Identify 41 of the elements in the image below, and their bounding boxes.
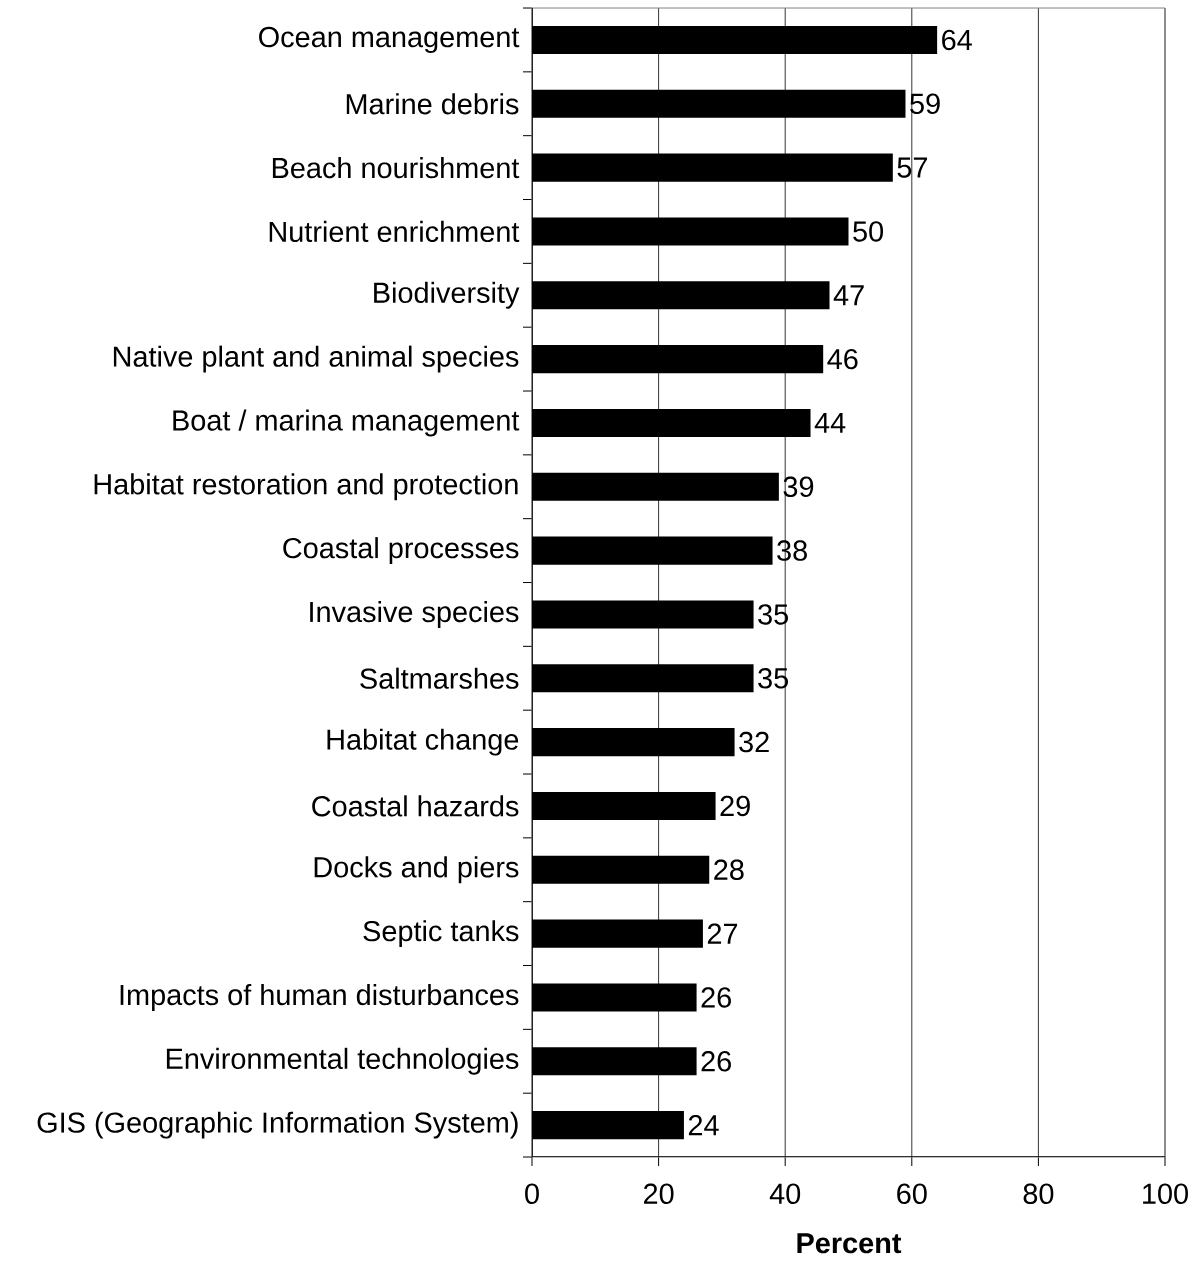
x-tick-label: 60: [897, 1183, 927, 1204]
data-label: 27: [707, 923, 738, 944]
y-tick-label: Beach nourishment: [272, 156, 520, 179]
data-label: 50: [853, 221, 884, 242]
y-tick-label: Nutrient enrichment: [269, 220, 520, 243]
x-axis-title: Percent: [797, 1233, 902, 1254]
y-tick-label: Boat / marina management: [173, 409, 520, 437]
y-tick-label: Environmental technologies: [166, 1047, 519, 1075]
data-label: 46: [827, 348, 858, 370]
y-tick-label: Biodiversity: [374, 281, 520, 309]
y-tick-label: Coastal processes: [283, 537, 519, 565]
data-label: 35: [758, 668, 788, 689]
y-tick-label: Saltmarshes: [360, 667, 519, 689]
x-tick-label: 20: [643, 1183, 674, 1204]
x-tick-label: 40: [769, 1183, 801, 1204]
data-label: 29: [720, 795, 750, 817]
y-tick-label: Coastal hazards: [312, 795, 519, 817]
x-tick-label: 100: [1143, 1183, 1188, 1204]
y-tick-label: Impacts of human disturbances: [120, 983, 519, 1011]
data-label: 44: [814, 413, 846, 433]
y-tick-label: GIS (Geographic Information System): [37, 1111, 518, 1139]
y-tick-label: Habitat restoration and protection: [94, 473, 518, 501]
y-tick-label: Ocean management: [259, 26, 520, 54]
data-label: 64: [942, 29, 972, 51]
y-tick-label: Docks and piers: [314, 856, 519, 884]
x-tick-label: 80: [1023, 1183, 1054, 1204]
data-label: 26: [701, 1051, 731, 1072]
y-tick-label: Invasive species: [310, 600, 519, 628]
y-tick-label: Habitat change: [327, 728, 519, 756]
y-tick-label: Septic tanks: [363, 920, 519, 948]
data-label: 24: [688, 1115, 719, 1136]
data-label: 47: [833, 285, 864, 306]
data-label: 39: [783, 476, 814, 497]
data-label: 32: [739, 731, 769, 753]
data-label: 26: [701, 987, 731, 1008]
data-label: 28: [714, 859, 744, 880]
x-tick-label: 0: [525, 1183, 539, 1204]
data-label: 35: [758, 604, 788, 625]
y-tick-label: Marine debris: [346, 93, 519, 115]
data-label: 38: [777, 540, 807, 561]
y-tick-label: Native plant and animal species: [113, 345, 519, 373]
